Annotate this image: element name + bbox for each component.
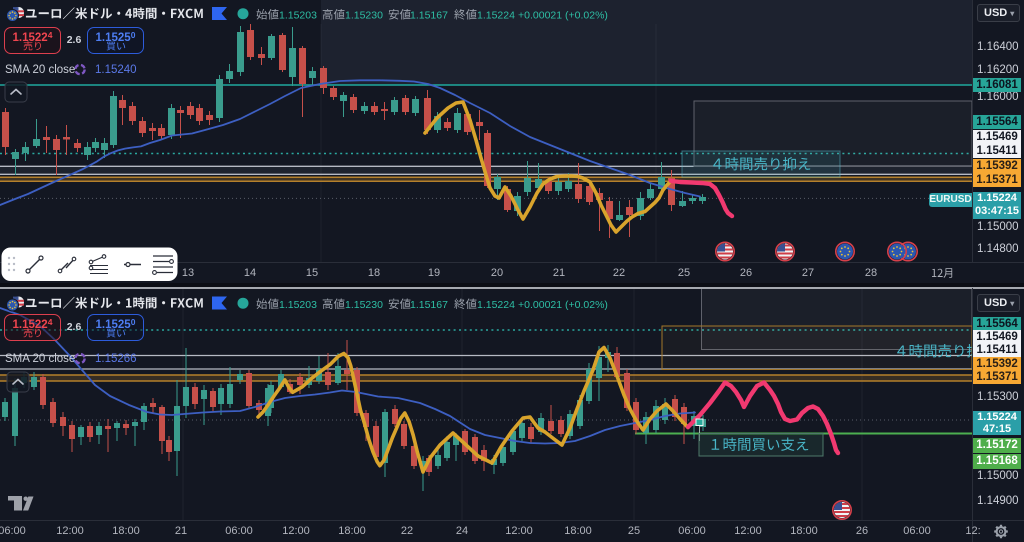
svg-text:+0.00021 (+0.02%): +0.00021 (+0.02%) xyxy=(518,10,608,22)
svg-text:+0.00021 (+0.02%): +0.00021 (+0.02%) xyxy=(518,299,608,311)
svg-text:1.15167: 1.15167 xyxy=(410,10,448,22)
svg-text:1.15224: 1.15224 xyxy=(477,299,515,311)
svg-text:1.15224: 1.15224 xyxy=(477,10,515,22)
svg-text:1.15230: 1.15230 xyxy=(345,299,383,311)
svg-text:1.15203: 1.15203 xyxy=(279,10,317,22)
svg-text:1.15167: 1.15167 xyxy=(410,299,448,311)
svg-text:1.15203: 1.15203 xyxy=(279,299,317,311)
svg-text:1.15230: 1.15230 xyxy=(345,10,383,22)
